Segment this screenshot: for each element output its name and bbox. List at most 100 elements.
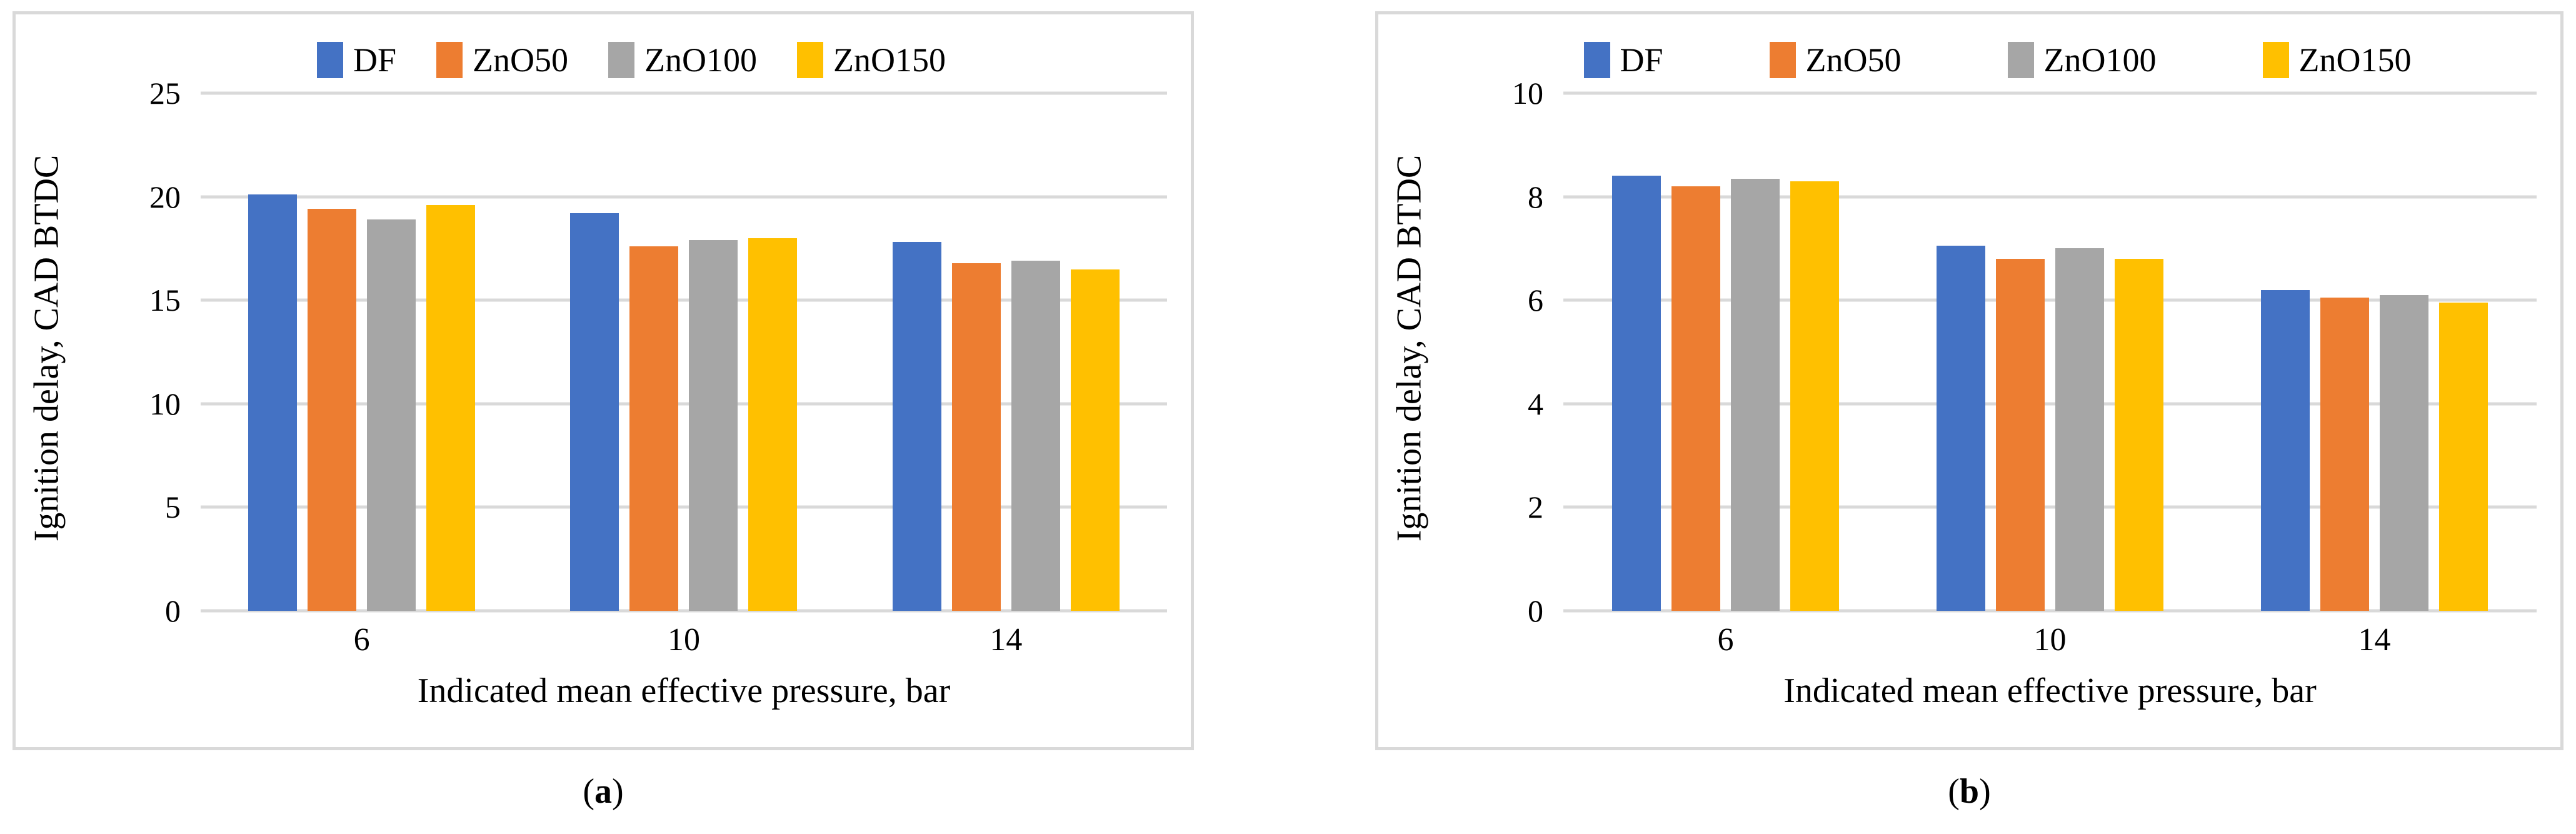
bar-df-imep-14 (2261, 289, 2310, 611)
bar-df-imep-10 (1937, 246, 1985, 611)
legend-label: ZnO100 (644, 41, 757, 79)
legend-item-df: DF (317, 42, 396, 78)
legend: DF ZnO50 ZnO100 ZnO150 (91, 32, 1172, 88)
x-tick-labels: 6 10 14 (201, 624, 1167, 656)
caption-paren: ) (612, 772, 624, 811)
bar-zno100-imep-14 (2380, 294, 2428, 611)
bar-zno50-imep-14 (951, 263, 1001, 611)
gridline-y-20 (201, 195, 1167, 199)
y-axis-title: Ignition delay, CAD BTDC (19, 89, 73, 607)
y-tick-label-15: 15 (149, 283, 181, 318)
bar-zno50-imep-10 (1996, 258, 2045, 611)
gridline-y-0 (1563, 609, 2537, 613)
legend-label: ZnO50 (473, 41, 569, 79)
x-tick-label-10: 10 (667, 622, 700, 658)
legend-swatch-zno50 (1769, 42, 1796, 78)
plot-area: 0 5 10 15 20 25 (149, 78, 1167, 626)
bar-zno150-imep-10 (2115, 258, 2163, 611)
y-axis-title-text: Ignition delay, CAD BTDC (1390, 154, 1429, 542)
x-tick-labels: 6 10 14 (1563, 624, 2537, 656)
bar-df-imep-10 (570, 213, 619, 611)
gridline-y-15 (201, 298, 1167, 302)
caption-paren: ) (1979, 772, 1991, 811)
y-tick-label-20: 20 (149, 179, 181, 214)
legend-item-zno50: ZnO50 (436, 42, 568, 78)
gridline-y-8 (1563, 195, 2537, 199)
legend: DF ZnO50 ZnO100 ZnO150 (1453, 32, 2542, 88)
legend-item-zno100: ZnO100 (608, 42, 757, 78)
x-tick-label-6: 6 (1717, 622, 1734, 658)
figure-panel-a: DF ZnO50 ZnO100 ZnO150 Ignition delay, CAD … (13, 11, 1194, 750)
bar-zno100-imep-6 (367, 219, 416, 611)
caption-letter: b (1959, 772, 1980, 811)
gridline-y-25 (201, 91, 1167, 95)
legend-label: DF (1620, 41, 1663, 79)
bar-group-imep-14 (2212, 93, 2537, 611)
bar-zno150-imep-10 (748, 238, 798, 611)
x-tick-label-6: 6 (353, 622, 370, 658)
y-axis-title-text: Ignition delay, CAD BTDC (27, 154, 66, 542)
bar-groups (201, 93, 1167, 611)
legend-swatch-zno150 (797, 42, 823, 78)
legend-swatch-df (1583, 42, 1610, 78)
bar-zno150-imep-14 (2439, 303, 2488, 611)
legend-label: DF (353, 41, 397, 79)
y-tick-label-10: 10 (1512, 76, 1543, 111)
x-axis-title: Indicated mean effective pressure, bar (1783, 671, 2317, 710)
legend-swatch-df (317, 42, 343, 78)
y-tick-label-10: 10 (149, 386, 181, 421)
legend-swatch-zno150 (2262, 42, 2289, 78)
gridline-y-6 (1563, 298, 2537, 302)
legend-swatch-zno100 (608, 42, 635, 78)
panel-caption-b: (b) (1375, 774, 2563, 824)
legend-label: ZnO150 (833, 41, 946, 79)
bar-df-imep-14 (892, 242, 941, 611)
x-axis-title: Indicated mean effective pressure, bar (417, 671, 951, 710)
bar-groups (1563, 93, 2537, 611)
y-tick-label-6: 6 (1528, 283, 1543, 318)
caption-paren: ( (583, 772, 594, 811)
bar-df-imep-6 (248, 194, 298, 611)
panel-caption-a: (a) (13, 774, 1194, 824)
gridline-y-2 (1563, 505, 2537, 509)
y-tick-label-8: 8 (1528, 179, 1543, 214)
bar-zno100-imep-14 (1011, 261, 1060, 611)
gridline-y-10 (201, 402, 1167, 406)
y-tick-label-5: 5 (165, 490, 181, 525)
gridline-y-10 (1563, 91, 2537, 95)
bar-group-imep-6 (201, 93, 523, 611)
caption-letter: a (594, 772, 612, 811)
bar-zno150-imep-6 (1790, 181, 1839, 611)
gridline-y-4 (1563, 402, 2537, 406)
y-tick-label-4: 4 (1528, 386, 1543, 421)
bar-zno100-imep-10 (2055, 248, 2104, 611)
y-tick-label-0: 0 (1528, 593, 1543, 628)
bar-zno100-imep-10 (689, 240, 738, 611)
bar-zno50-imep-10 (629, 246, 679, 611)
legend-swatch-zno100 (2007, 42, 2034, 78)
bar-zno50-imep-14 (2320, 298, 2369, 611)
legend-item-df: DF (1583, 41, 1663, 79)
y-tick-label-25: 25 (149, 76, 181, 111)
y-tick-label-2: 2 (1528, 490, 1543, 525)
bar-df-imep-6 (1612, 176, 1661, 611)
bar-group-imep-10 (523, 93, 844, 611)
bar-zno150-imep-14 (1070, 269, 1120, 611)
legend-label: ZnO50 (1805, 41, 1902, 79)
bar-zno150-imep-6 (426, 204, 476, 611)
y-axis-title: Ignition delay, CAD BTDC (1382, 89, 1436, 607)
gridline-y-0 (201, 609, 1167, 613)
caption-paren: ( (1948, 772, 1960, 811)
bar-group-imep-10 (1888, 93, 2212, 611)
x-tick-label-10: 10 (2033, 622, 2067, 658)
legend-swatch-zno50 (436, 42, 463, 78)
legend-label: ZnO150 (2298, 41, 2412, 79)
legend-label: ZnO100 (2043, 41, 2157, 79)
legend-item-zno50: ZnO50 (1769, 41, 1902, 79)
y-tick-label-0: 0 (165, 593, 181, 628)
legend-item-zno150: ZnO150 (797, 42, 946, 78)
legend-item-zno100: ZnO100 (2007, 41, 2157, 79)
bar-group-imep-14 (845, 93, 1167, 611)
bar-zno100-imep-6 (1731, 178, 1780, 611)
